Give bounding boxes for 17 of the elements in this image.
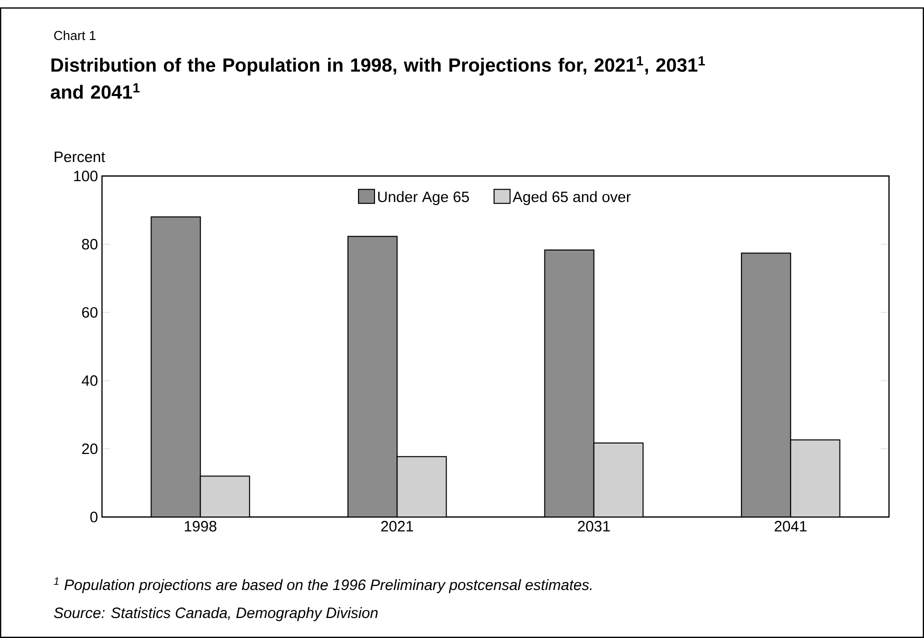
x-tick-label: 2021 [381,520,414,532]
chart-title: Distribution of the Population in 1998, with Projections for, 2021$^{1}$, 2031$^{1}$ and 2041$^{1}$ [50,56,705,99]
x-tick-label: 2031 [578,520,610,532]
legend-label: Aged 65 and over [512,191,631,206]
y-tick-label: 80 [82,238,98,250]
chart-subtitle: Chart 1 [54,30,96,40]
y-tick-label: 60 [82,307,98,318]
y-tick-label: 0 [90,512,98,522]
source-note: Source: Statistics Canada, Demography Division [54,607,378,622]
x-tick-label: 2041 [774,520,807,532]
x-tick-label: 1998 [184,520,216,532]
y-tick-label: 100 [74,170,98,182]
legend-label: Under Age 65 [378,191,469,206]
y-tick-label: 20 [82,443,98,454]
text: $^{1}$ Population projections are based on the 1996 Preliminary postcensal estimates. [54,578,592,594]
y-tick-label: 40 [82,375,98,386]
y-axis-title: Percent [54,152,106,162]
